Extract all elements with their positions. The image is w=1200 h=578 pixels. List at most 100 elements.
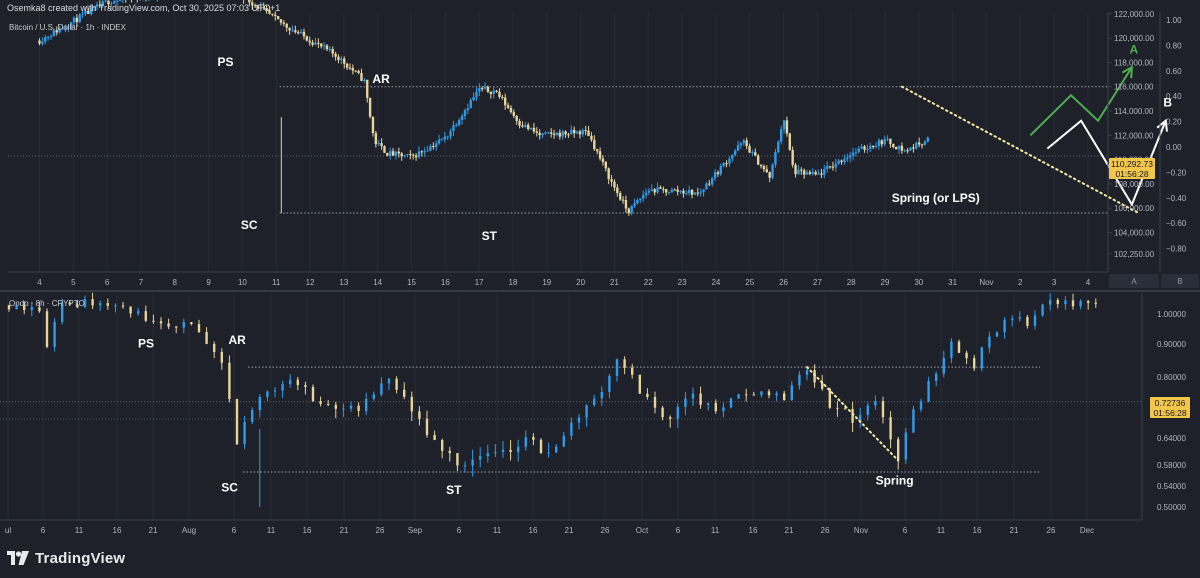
ondo-candle-body [843, 408, 847, 410]
bitcoin-candle-body [115, 0, 119, 2]
bitcoin-time-tick: 20 [576, 278, 585, 287]
bitcoin-percent-axis[interactable]: 1.00 0.80 0.60 0.40 0.20 0.00 −0.20 −0.40 −0.60 −… [1159, 12, 1187, 272]
ondo-candle-body [851, 408, 854, 423]
ondo-candle-body [676, 406, 679, 419]
bitcoin-price-axis[interactable]: 124,000.00122,000.00120,000.00118,000.00… [1107, 0, 1155, 272]
bitcoin-candle-body [256, 5, 260, 9]
bitcoin-candle-body [774, 152, 777, 165]
ondo-time-tick: 6 [457, 526, 462, 535]
bitcoin-candle-body [558, 132, 562, 137]
bitcoin-candle-body [104, 0, 107, 2]
bitcoin-candle-body [46, 36, 50, 38]
ondo-candle-body [904, 432, 907, 460]
bitcoin-candle-body [880, 140, 883, 145]
bitcoin-candle-body [857, 148, 860, 152]
bitcoin-candle-body [667, 192, 671, 194]
bitcoin-candle-body [328, 49, 332, 51]
bitcoin-candle-body [90, 7, 93, 14]
bitcoin-candle-body [274, 14, 277, 17]
bitcoin-annotations: PS AR SC ST Spring (or LPS) [218, 55, 980, 243]
ondo-candle-body [927, 381, 930, 402]
bitcoin-candle-body [308, 40, 311, 43]
ondo-candle-body [509, 449, 512, 452]
ondo-candle-body [319, 401, 322, 404]
bitcoin-candle-body [690, 189, 694, 195]
bitcoin-candle-body [279, 19, 283, 23]
ondo-candle-body [83, 299, 87, 308]
percent-tick: 0.80 [1166, 41, 1182, 50]
ondo-chart-panel[interactable]: PS AR SC ST Spring Ondo · 8h · CRYPTO [0, 292, 1142, 520]
bitcoin-candle-body [394, 151, 398, 156]
bitcoin-chart-panel[interactable]: A B PS AR SC ST Spring (or LPS) Bitcoin / U.S… [8, 0, 1172, 272]
ondo-grid [7, 294, 1088, 520]
bitcoin-candle-body [676, 189, 679, 192]
bitcoin-candle-body [69, 22, 73, 28]
ondo-time-tick: 11 [267, 526, 276, 535]
bitcoin-candle-body [575, 131, 579, 134]
bitcoin-candle-body [604, 161, 608, 169]
ondo-candle-body [289, 379, 292, 385]
ondo-candle-body [205, 331, 208, 344]
bitcoin-candle-body [374, 133, 378, 145]
bitcoin-candle-body [345, 63, 349, 68]
ondo-candle-body [342, 408, 345, 410]
percent-tick: 0.00 [1166, 143, 1182, 152]
percent-tick: 0.60 [1166, 67, 1182, 76]
bitcoin-time-ticks[interactable]: 4 5 6 7 8 9 10 11 12 13 14 15 16 17 18 19 20 21 22 23 24 25 26… [37, 278, 1090, 287]
bitcoin-candle-body [276, 16, 280, 20]
bitcoin-candle-body [794, 164, 797, 175]
ondo-candle-body [190, 322, 193, 325]
bitcoin-candle-body [797, 169, 800, 175]
bitcoin-candle-body [481, 88, 484, 90]
bitcoin-candle-body [368, 97, 372, 117]
bitcoin-candle-body [460, 116, 464, 120]
bitcoin-time-tick: 12 [306, 278, 315, 287]
bitcoin-candle-body [894, 147, 898, 150]
bitcoin-candle-body [679, 190, 682, 192]
bitcoin-candle-body [699, 192, 702, 194]
percent-tick: 0.20 [1166, 118, 1182, 127]
bitcoin-candle-body [834, 163, 837, 168]
bitcoin-time-tick: 30 [914, 278, 923, 287]
ondo-time-tick: 21 [1010, 526, 1019, 535]
bitcoin-time-tick: 7 [139, 278, 144, 287]
ondo-candle-body [532, 437, 535, 440]
bitcoin-candle-body [110, 3, 113, 5]
last-price-tag-bg [1109, 158, 1155, 179]
percent-tick: −0.80 [1166, 245, 1187, 254]
ondo-time-tick: Sep [408, 526, 423, 535]
ondo-candle-body [638, 374, 641, 394]
ondo-last-price-tag-bg [1150, 397, 1190, 418]
ondo-candle-body [684, 398, 687, 407]
bitcoin-time-tick: 4 [37, 278, 42, 287]
ondo-candle-body [646, 393, 649, 397]
bitcoin-candle-body [831, 166, 835, 168]
author-credit: Osemka8 created with TradingView.com, Oc… [7, 3, 281, 13]
bitcoin-time-tick: 23 [678, 278, 687, 287]
ondo-candle-body [1079, 301, 1082, 307]
ondo-candle-body [615, 359, 619, 376]
ondo-time-ticks[interactable]: ul 6 11 16 21 Aug 6 11 16 21 26 Sep 6 11 16 21 26 Oct 6 11 1… [5, 526, 1094, 535]
bitcoin-candle-body [564, 131, 567, 135]
bitcoin-annotation: Spring (or LPS) [892, 191, 980, 205]
bitcoin-candle-body [472, 97, 475, 101]
ondo-candle-body [266, 391, 269, 397]
bitcoin-time-tick: 8 [173, 278, 178, 287]
bitcoin-candle-body [892, 144, 895, 148]
ondo-candle-body [691, 393, 695, 399]
bitcoin-candle-body [400, 153, 403, 157]
bitcoin-candle-body [581, 130, 585, 135]
bitcoin-candle-body [647, 190, 651, 193]
bitcoin-candle-body [820, 173, 823, 175]
bitcoin-candle-body [613, 181, 616, 188]
bitcoin-candle-body [759, 164, 763, 167]
bitcoin-candle-body [900, 145, 904, 151]
bitcoin-candle-body [590, 135, 593, 140]
bitcoin-price-tick: 104,000.00 [1114, 229, 1155, 238]
bitcoin-candle-body [825, 166, 829, 170]
ondo-annotation: Spring [876, 473, 914, 487]
tradingview-brand[interactable]: TradingView [7, 547, 125, 569]
bitcoin-candle-body [101, 1, 104, 6]
ondo-candle-body [365, 398, 368, 411]
ondo-annotations: PS AR SC ST Spring [138, 333, 914, 497]
